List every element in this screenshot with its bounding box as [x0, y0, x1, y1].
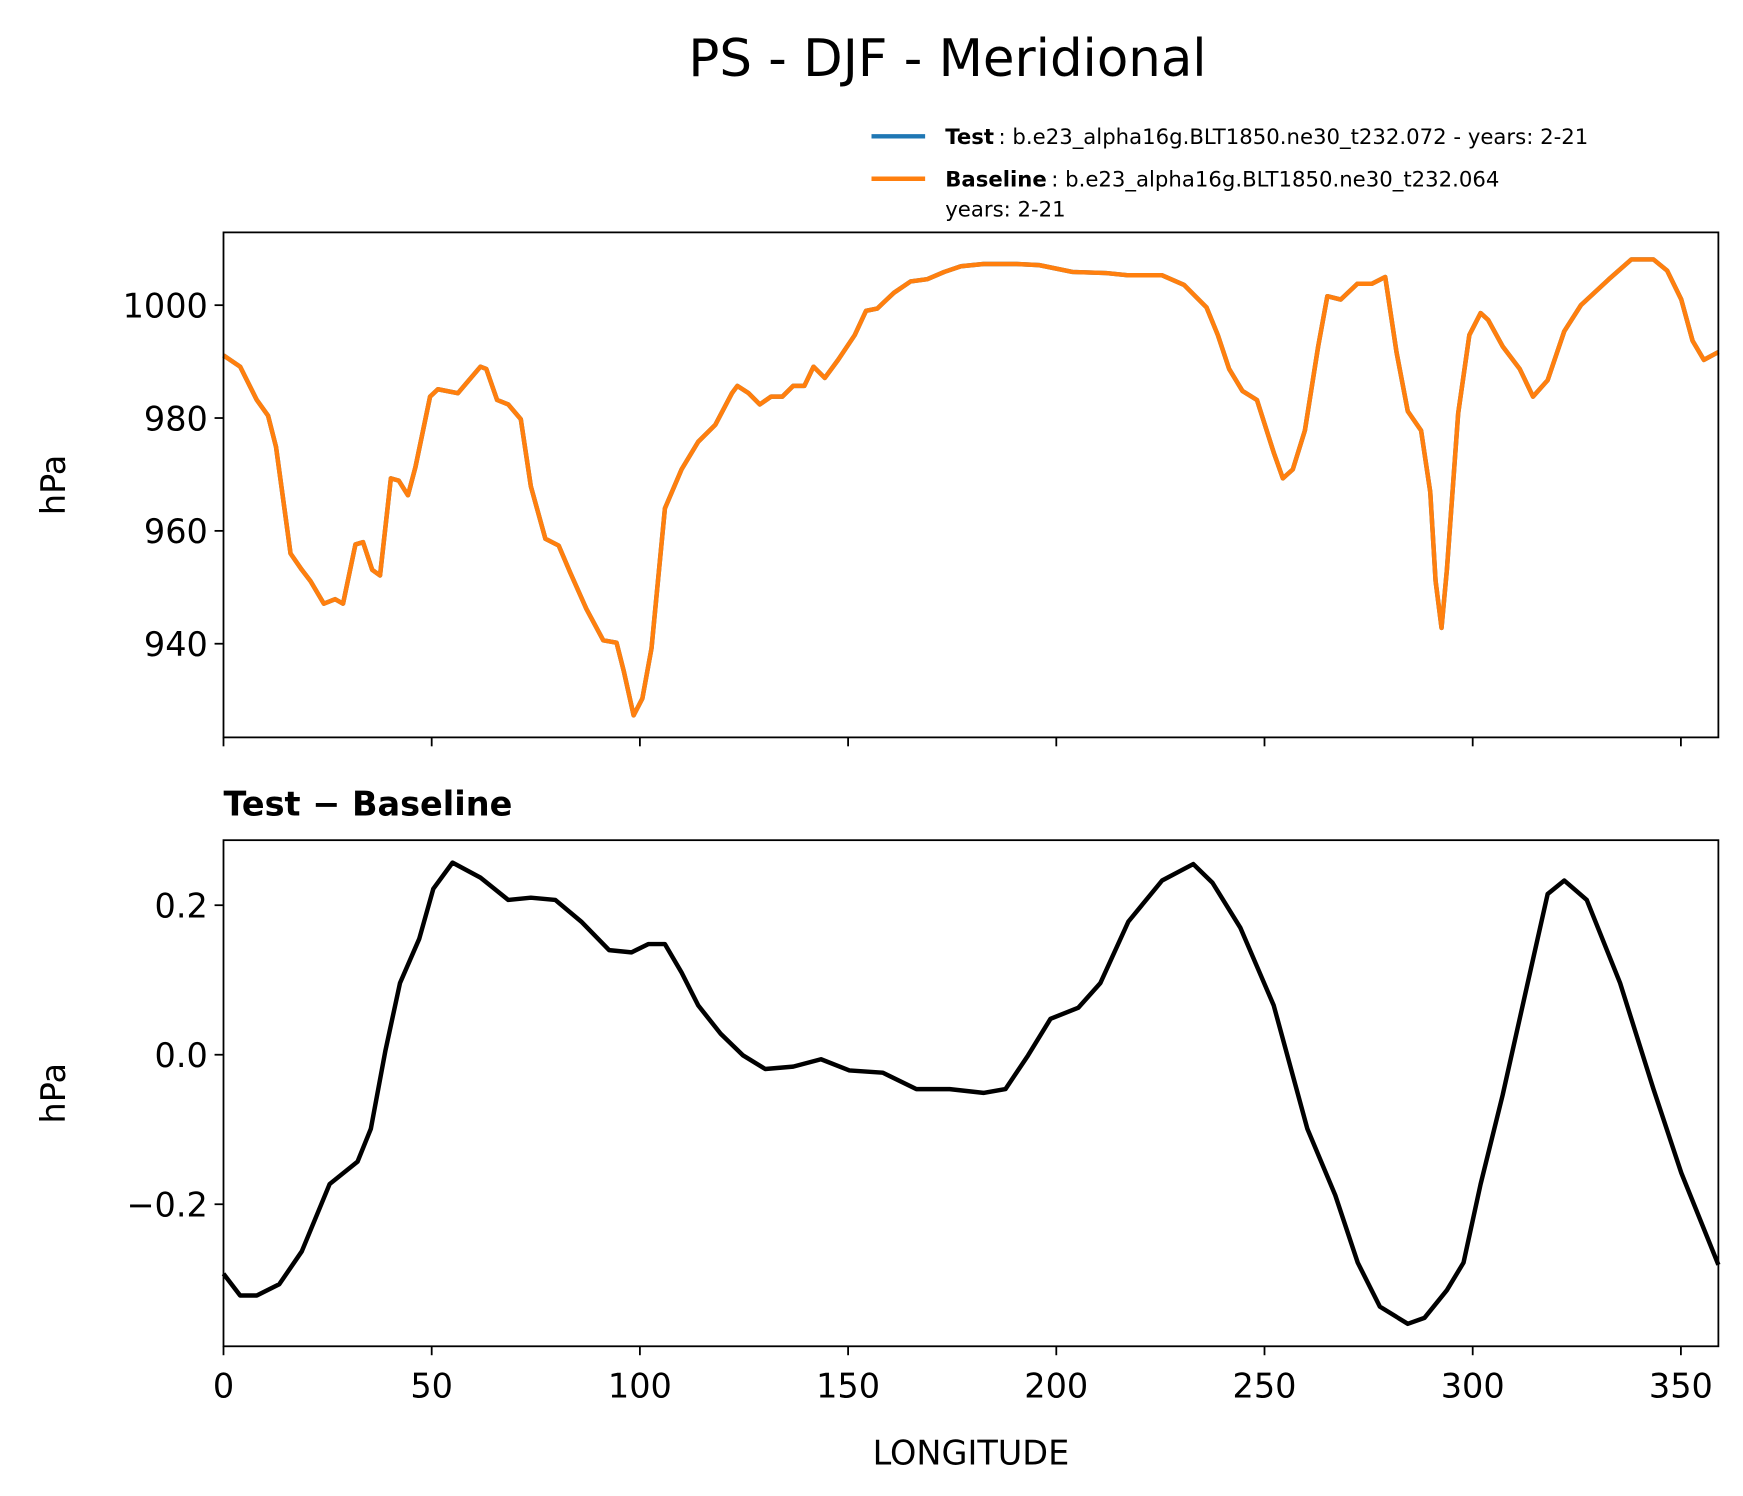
chart-title: PS - DJF - Meridional [688, 29, 1206, 89]
y-tick-label: 960 [144, 512, 208, 551]
plot-frame [222, 231, 1720, 739]
y-axis-label: hPa [34, 1063, 73, 1123]
y-tick-label: 980 [144, 399, 208, 438]
x-tick-label: 150 [816, 1367, 880, 1406]
legend-name: Test [945, 125, 994, 150]
y-tick-label: 940 [144, 625, 208, 664]
x-tick-label: 0 [213, 1367, 234, 1406]
x-tick-label: 100 [608, 1367, 672, 1406]
legend-entry: Baseline: b.e23_alpha16g.BLT1850.ne30_t2… [945, 168, 1499, 223]
y-tick-label: 0.2 [155, 887, 208, 926]
y-tick-label: 0.0 [155, 1036, 208, 1075]
x-axis-label: LONGITUDE [873, 1434, 1070, 1473]
y-tick-label: −0.2 [126, 1186, 207, 1225]
legend-entry: Test: b.e23_alpha16g.BLT1850.ne30_t232.0… [945, 125, 1588, 150]
y-tick-label: 1000 [123, 286, 208, 325]
legend-description: : b.e23_alpha16g.BLT1850.ne30_t232.072 -… [999, 125, 1589, 150]
legend-name: Baseline [945, 168, 1047, 193]
x-tick-label: 200 [1024, 1367, 1088, 1406]
legend-description: : b.e23_alpha16g.BLT1850.ne30_t232.064 [1051, 168, 1499, 193]
y-axis-label: hPa [34, 455, 73, 515]
plot-frame [222, 839, 1720, 1348]
x-tick-label: 300 [1441, 1367, 1505, 1406]
x-tick-label: 250 [1233, 1367, 1297, 1406]
legend-description: years: 2-21 [945, 198, 1065, 223]
x-tick-label: 50 [410, 1367, 453, 1406]
line-series [221, 860, 1721, 1327]
line-series [222, 257, 1720, 718]
subplot-title: Test − Baseline [223, 785, 512, 824]
x-tick-label: 350 [1649, 1367, 1713, 1406]
